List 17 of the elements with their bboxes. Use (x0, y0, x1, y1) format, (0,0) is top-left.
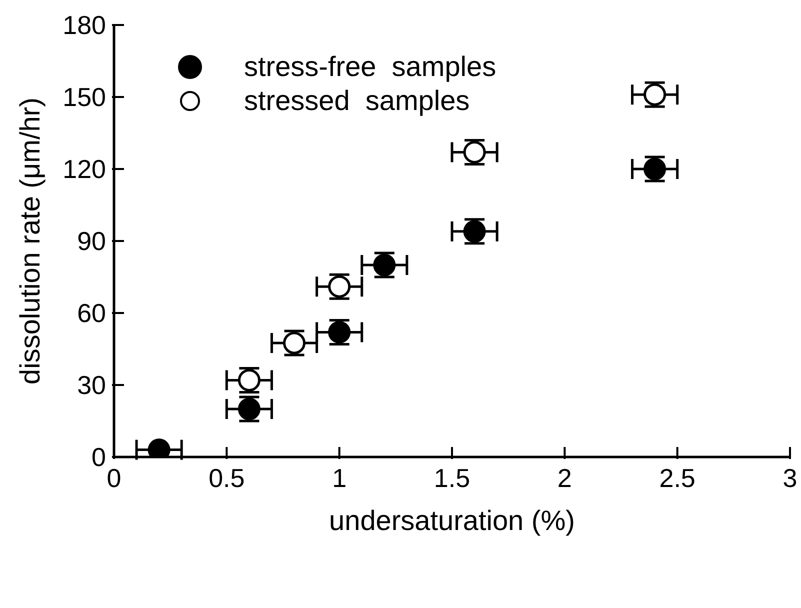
x-tick-label: 2.5 (659, 463, 696, 493)
x-tick-label: 2 (557, 463, 572, 493)
y-tick-label: 60 (77, 298, 106, 328)
x-tick-label: 3 (782, 463, 798, 493)
y-tick-label: 30 (77, 370, 106, 400)
x-tick-label: 1 (332, 463, 347, 493)
y-tick-label: 150 (62, 82, 106, 112)
y-tick-label: 0 (92, 442, 106, 472)
y-tick-label: 90 (77, 226, 106, 256)
y-axis-title: dissolution rate (μm/hr) (14, 98, 46, 384)
legend-label: stress-free samples (244, 51, 496, 83)
y-tick-label: 120 (62, 154, 106, 184)
legend-label: stressed samples (244, 85, 470, 117)
x-tick-label: 1.5 (434, 463, 470, 493)
y-tick-label: 180 (62, 10, 106, 40)
x-axis-title: undersaturation (%) (329, 505, 575, 536)
x-tick-label: 0.5 (208, 463, 245, 493)
